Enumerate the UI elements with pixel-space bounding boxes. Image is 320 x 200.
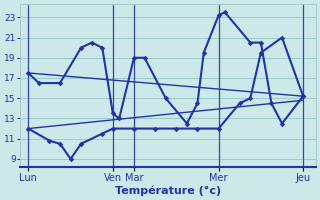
- X-axis label: Température (°c): Température (°c): [115, 185, 221, 196]
